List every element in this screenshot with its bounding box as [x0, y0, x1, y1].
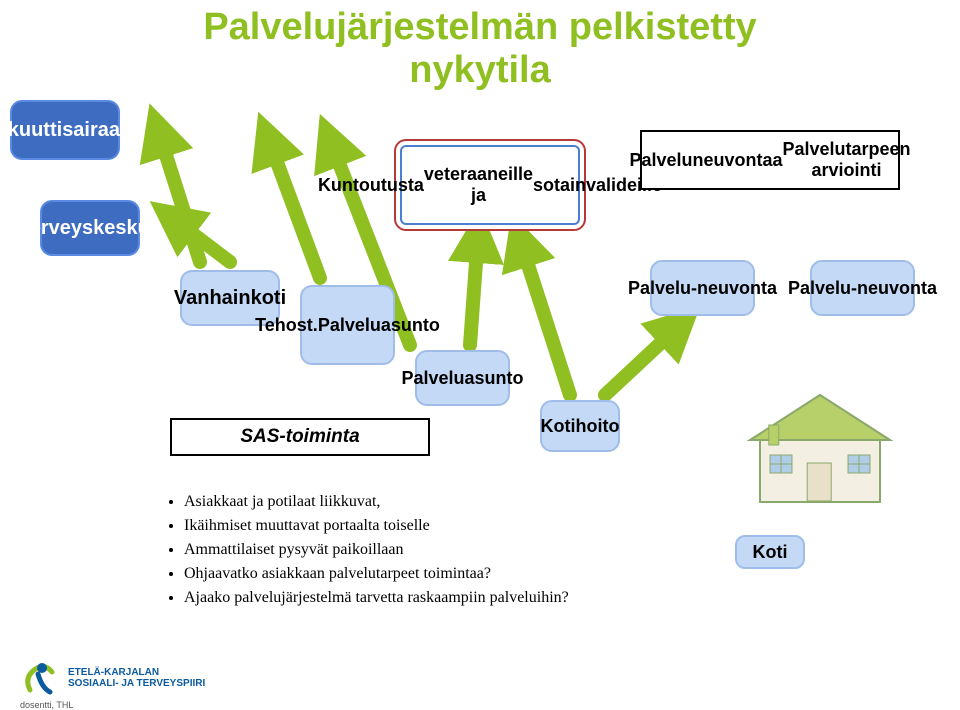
node-kotihoito: Kotihoito: [540, 400, 620, 452]
diagram-canvas: Palvelujärjestelmän pelkistetty nykytila…: [0, 0, 960, 710]
bullet-item: Ammattilaiset pysyvät paikoillaan: [184, 538, 569, 562]
bullet-item: Ikäihmiset muuttavat portaalta toiselle: [184, 514, 569, 538]
node-koti: Koti: [735, 535, 805, 569]
footer-tiny: dosentti, THL: [20, 700, 73, 710]
logo-icon: [20, 658, 60, 698]
logo-text: ETELÄ-KARJALAN SOSIAALI- JA TERVEYSPIIRI: [68, 667, 205, 689]
node-akuutti-sairaala: Akuuttisairaala: [10, 100, 120, 160]
house-icon: [740, 385, 900, 505]
logo-line1: ETELÄ-KARJALAN: [68, 667, 205, 678]
box-sas-toiminta: SAS-toiminta: [170, 418, 430, 456]
logo: ETELÄ-KARJALAN SOSIAALI- JA TERVEYSPIIRI: [20, 658, 205, 698]
bullet-item: Ajaako palvelujärjestelmä tarvetta raska…: [184, 586, 569, 610]
node-palveluneuvonta-2: Palvelu-neuvonta: [810, 260, 915, 316]
node-palveluasunto: Palveluasunto: [415, 350, 510, 406]
title-line1: Palvelujärjestelmän pelkistetty: [30, 6, 930, 49]
title-line2: nykytila: [30, 49, 930, 92]
node-tehostettu-palveluasunto: Tehost.Palveluasunto: [300, 285, 395, 365]
node-terveys-keskus: Terveyskeskus: [40, 200, 140, 256]
bullet-item: Asiakkaat ja potilaat liikkuvat,: [184, 490, 569, 514]
slide-title: Palvelujärjestelmän pelkistetty nykytila: [30, 6, 930, 92]
bullet-list: Asiakkaat ja potilaat liikkuvat,Ikäihmis…: [160, 490, 569, 610]
bullet-item: Ohjaavatko asiakkaan palvelutarpeet toim…: [184, 562, 569, 586]
logo-line2: SOSIAALI- JA TERVEYSPIIRI: [68, 678, 205, 689]
box-kuntoutus: Kuntoutustaveteraaneille jasotainvalidei…: [400, 145, 580, 225]
node-palveluneuvonta-1: Palvelu-neuvonta: [650, 260, 755, 316]
box-palvelutarpeen-arviointi: PalveluneuvontaaPalvelutarpeen arviointi: [640, 130, 900, 190]
